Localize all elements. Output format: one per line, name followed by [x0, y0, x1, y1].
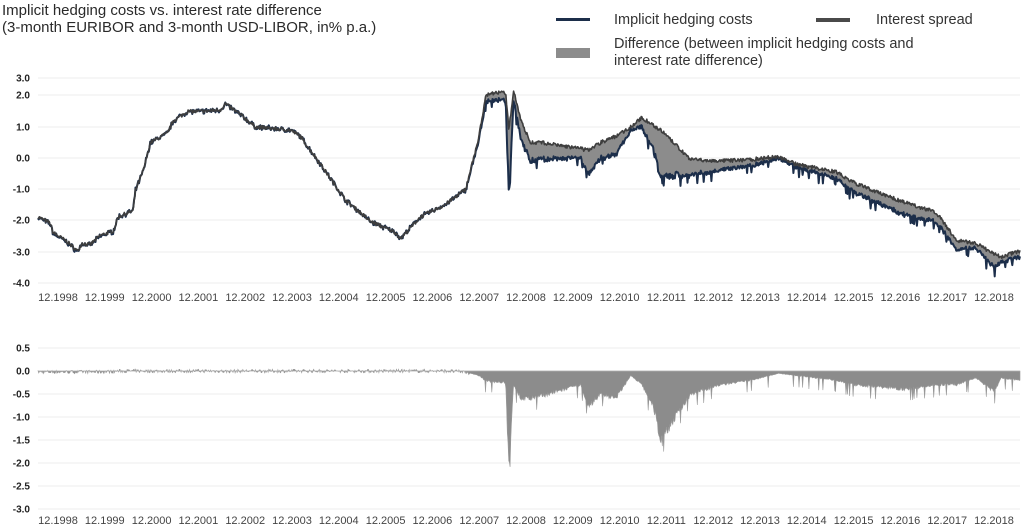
bottom-y-tick-label: -3.0 [13, 505, 31, 516]
top-y-tick-label: -3.0 [13, 248, 31, 259]
top-y-tick-label: 3.0 [16, 74, 30, 85]
top-y-tick-label: 2.0 [16, 91, 30, 102]
bottom-x-tick-label: 12.2000 [132, 515, 172, 527]
legend-label-difference-line2: interest rate difference) [614, 53, 763, 69]
bottom-x-tick-label: 12.2003 [272, 515, 312, 527]
bottom-x-axis-ticks: 12.1998 12.1999 12.2000 12.2001 12.2002 12.20… [38, 515, 1014, 527]
top-x-tick-label: 12.2004 [319, 292, 359, 304]
bottom-y-tick-label: -2.5 [13, 482, 31, 493]
bottom-x-tick-label: 12.2004 [319, 515, 359, 527]
bottom-x-tick-label: 12.2014 [787, 515, 827, 527]
legend-label-difference-line1: Difference (between implicit hedging cos… [614, 36, 914, 52]
bottom-y-tick-label: 0.0 [16, 367, 30, 378]
top-y-tick-label: -1.0 [13, 185, 31, 196]
legend-swatch-difference [556, 48, 590, 58]
top-x-tick-label: 12.2018 [974, 292, 1014, 304]
bottom-x-tick-label: 12.2018 [974, 515, 1014, 527]
bottom-x-tick-label: 12.2012 [693, 515, 733, 527]
chart-subtitle: (3-month EURIBOR and 3-month USD-LIBOR, … [2, 19, 377, 36]
bottom-x-tick-label: 12.2016 [881, 515, 921, 527]
bottom-x-tick-label: 12.1998 [38, 515, 78, 527]
bottom-y-tick-label: -2.0 [13, 459, 31, 470]
chart-title: Implicit hedging costs vs. interest rate… [2, 2, 322, 19]
bottom-x-tick-label: 12.2010 [600, 515, 640, 527]
bottom-y-tick-label: -0.5 [13, 390, 31, 401]
bottom-y-tick-label: -1.5 [13, 436, 31, 447]
bottom-x-tick-label: 12.2005 [366, 515, 406, 527]
top-x-tick-label: 12.2001 [179, 292, 219, 304]
implicit-hedging-costs-line [37, 97, 1021, 278]
top-x-tick-label: 12.2006 [413, 292, 453, 304]
top-x-tick-label: 12.2009 [553, 292, 593, 304]
difference-bottom-area [37, 368, 1021, 467]
interest-spread-line [37, 90, 1021, 260]
legend: Implicit hedging costs Interest spread D… [0, 0, 1024, 80]
bottom-x-tick-label: 12.1999 [85, 515, 125, 527]
top-x-tick-label: 12.1998 [38, 292, 78, 304]
bottom-x-tick-label: 12.2015 [834, 515, 874, 527]
bottom-x-tick-label: 12.2006 [413, 515, 453, 527]
legend-label-hedging: Implicit hedging costs [614, 12, 753, 28]
bottom-series [37, 368, 1021, 467]
difference-area [38, 91, 1020, 277]
top-y-tick-label: -4.0 [13, 279, 31, 290]
bottom-x-tick-label: 12.2007 [459, 515, 499, 527]
top-y-axis-ticks: 3.0 2.0 1.0 0.0 -1.0 -2.0 -3.0 -4.0 [13, 74, 31, 290]
bottom-x-tick-label: 12.2011 [647, 515, 686, 527]
bottom-x-tick-label: 12.2009 [553, 515, 593, 527]
top-x-tick-label: 12.2013 [740, 292, 780, 304]
top-x-tick-label: 12.2010 [600, 292, 640, 304]
top-x-tick-label: 12.2014 [787, 292, 827, 304]
top-x-tick-label: 12.1999 [85, 292, 125, 304]
top-x-tick-label: 12.2017 [927, 292, 967, 304]
bottom-x-tick-label: 12.2013 [740, 515, 780, 527]
bottom-x-tick-label: 12.2002 [225, 515, 265, 527]
bottom-y-axis-ticks: 0.5 0.0 -0.5 -1.0 -1.5 -2.0 -2.5 -3.0 [13, 344, 31, 516]
bottom-y-tick-label: -1.0 [13, 413, 31, 424]
top-x-tick-label: 12.2005 [366, 292, 406, 304]
legend-swatch-hedging [556, 18, 590, 21]
top-series [37, 90, 1021, 278]
top-x-tick-label: 12.2015 [834, 292, 874, 304]
top-y-tick-label: -2.0 [13, 216, 31, 227]
top-x-tick-label: 12.2007 [459, 292, 499, 304]
top-x-tick-label: 12.2008 [506, 292, 546, 304]
top-x-tick-label: 12.2012 [693, 292, 733, 304]
bottom-y-tick-label: 0.5 [16, 344, 30, 355]
top-x-tick-label: 12.2000 [132, 292, 172, 304]
top-x-tick-label: 12.2002 [225, 292, 265, 304]
legend-label-difference: Difference (between implicit hedging cos… [614, 36, 914, 70]
bottom-x-tick-label: 12.2008 [506, 515, 546, 527]
top-y-tick-label: 0.0 [16, 154, 30, 165]
top-x-tick-label: 12.2016 [881, 292, 921, 304]
top-x-tick-label: 12.2011 [647, 292, 686, 304]
top-y-tick-label: 1.0 [16, 123, 30, 134]
chart-title-block: Implicit hedging costs vs. interest rate… [2, 2, 376, 36]
legend-label-spread: Interest spread [876, 12, 973, 28]
bottom-x-tick-label: 12.2017 [927, 515, 967, 527]
top-x-tick-label: 12.2003 [272, 292, 312, 304]
legend-swatch-spread [816, 18, 850, 22]
bottom-x-tick-label: 12.2001 [179, 515, 219, 527]
top-gridlines [38, 77, 1020, 284]
top-x-axis-ticks: 12.1998 12.1999 12.2000 12.2001 12.2002 12.20… [38, 292, 1014, 304]
